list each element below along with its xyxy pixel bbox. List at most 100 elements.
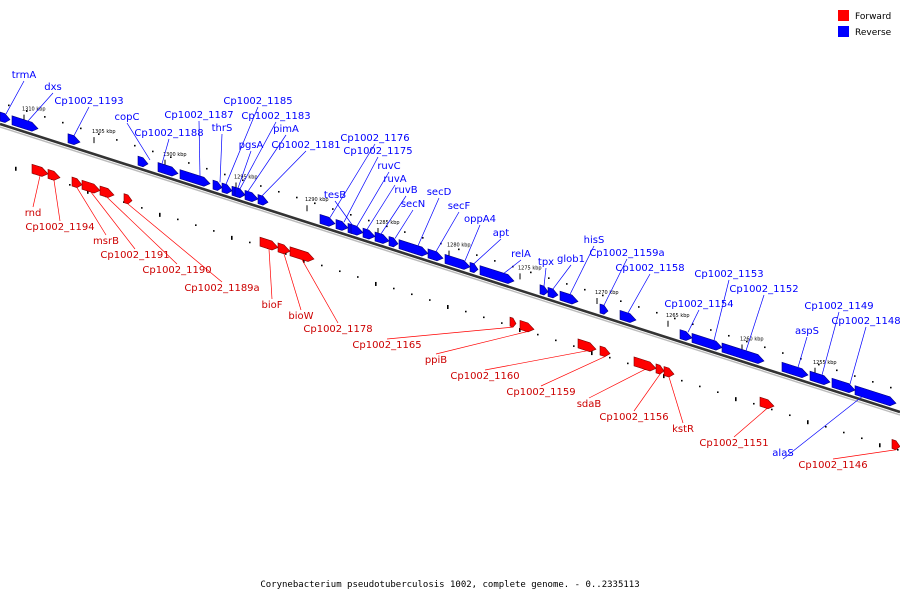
scale-tick-label: 1305 kbp [92, 129, 116, 135]
reverse-gene-leader [225, 106, 259, 185]
reverse-gene-label: pimA [273, 124, 299, 135]
reverse-gene-leader [161, 138, 170, 164]
track-dot-upper [890, 386, 892, 389]
gene-features [0, 111, 900, 451]
reverse-gene-arrow [374, 231, 390, 244]
forward-gene-label: kstR [672, 424, 694, 435]
track-dot-upper [98, 133, 100, 135]
track-dot-lower [429, 299, 431, 301]
reverse-gene-label: Cp1002_1149 [804, 301, 873, 312]
reverse-gene-leader [627, 273, 651, 314]
track-dot-upper [314, 202, 316, 205]
track-dot-lower [213, 230, 215, 232]
forward-gene-arrow [509, 316, 517, 328]
reverse-gene-arrow [619, 309, 637, 323]
track-dot-lower [627, 362, 629, 365]
scale-tick-label: 1300 kbp [163, 152, 187, 158]
track-dot-upper [350, 214, 352, 216]
reverse-gene-label: ruvB [394, 185, 417, 196]
track-dot-upper [458, 248, 460, 251]
track-dot-upper [422, 237, 424, 239]
reverse-gene-label: hisS [584, 235, 605, 246]
track-dot-lower [411, 293, 413, 296]
track-dot-upper [386, 225, 388, 228]
track-dot-upper [188, 162, 190, 164]
track-dot-lower [141, 207, 143, 209]
forward-gene-label: msrB [93, 236, 119, 247]
forward-gene-leader [76, 187, 107, 236]
track-dot-lower [519, 328, 521, 333]
reverse-gene-arrow [137, 155, 149, 168]
reverse-gene-leader [713, 279, 730, 341]
reverse-gene-arrow [539, 284, 549, 296]
forward-gene-leader [32, 175, 41, 208]
reverse-gene-label: Cp1002_1158 [615, 263, 684, 274]
reverse-gene-label: aspS [795, 326, 819, 337]
reverse-gene-label: glob1 [557, 254, 585, 265]
reverse-gene-label: secD [427, 187, 452, 198]
scale-tick-label: 1280 kbp [447, 243, 471, 249]
forward-gene-leader [540, 356, 606, 387]
scale-tick-label: 1270 kbp [595, 290, 619, 296]
scale-tick-label: 1275 kbp [518, 265, 542, 271]
reverse-gene-leader [849, 326, 867, 385]
track-dot-upper [764, 346, 766, 349]
forward-gene-label: bioW [288, 311, 313, 322]
track-dot-upper [368, 219, 370, 222]
track-dot-upper [872, 381, 874, 383]
track-dot-upper [26, 110, 28, 112]
forward-gene-leader [90, 191, 136, 250]
track-dot-lower [771, 408, 773, 411]
forward-gene-leader [733, 408, 768, 438]
reverse-gene-label: ruvA [383, 174, 406, 185]
scale-tick-label: 1255 kbp [813, 360, 837, 366]
reverse-gene-leader [73, 106, 90, 136]
track-dot-lower [447, 305, 449, 309]
track-dot-upper [206, 167, 208, 170]
reverse-gene-label: oppA4 [464, 214, 496, 225]
track-dot-lower [465, 310, 467, 313]
reverse-gene-leader [435, 211, 460, 252]
reverse-gene-label: tesB [324, 190, 346, 201]
reverse-gene-arrow [257, 194, 269, 206]
track-dot-upper [476, 254, 478, 256]
reverse-gene-leader [261, 150, 307, 197]
reverse-gene-leader [797, 336, 808, 368]
reverse-gene-label: tpx [538, 257, 554, 268]
reverse-gene-label: Cp1002_1176 [340, 133, 409, 144]
reverse-gene-arrow [679, 329, 693, 341]
track-dot-lower [87, 189, 89, 194]
reverse-gene-leader [356, 171, 390, 227]
forward-gene-arrow [663, 366, 675, 378]
legend-forward-label: Forward [855, 12, 891, 22]
forward-gene-arrow [47, 168, 61, 181]
backbone-shadow [0, 126, 900, 416]
forward-gene-arrow [99, 185, 115, 198]
backbone [0, 122, 900, 416]
reverse-gene-arrow [479, 265, 515, 284]
track-dot-upper [44, 116, 46, 118]
reverse-gene-label: Cp1002_1181 [271, 140, 340, 151]
reverse-gene-arrow [221, 182, 233, 194]
reverse-gene-arrow [350, 223, 364, 236]
reverse-gene-arrow [212, 179, 223, 191]
track-dot-upper [152, 150, 154, 153]
track-dot-upper [710, 329, 712, 331]
forward-gene-arrow [31, 163, 49, 177]
reverse-gene-label: Cp1002_1154 [664, 299, 733, 310]
reverse-gene-label: Cp1002_1152 [729, 284, 798, 295]
forward-gene-arrow [289, 246, 315, 262]
reverse-gene-leader [782, 390, 871, 460]
track-dot-lower [303, 258, 305, 263]
reverse-gene-label: apt [493, 228, 509, 239]
reverse-gene-label: Cp1002_1187 [164, 110, 233, 121]
genome-caption: Corynebacterium pseudotuberculosis 1002,… [260, 580, 639, 590]
forward-gene-arrow [655, 363, 665, 375]
track-dot-lower [69, 184, 71, 186]
track-dot-upper [80, 127, 82, 130]
forward-gene-label: Cp1002_1191 [100, 250, 169, 261]
legend-reverse-label: Reverse [855, 28, 892, 38]
reverse-gene-label: Cp1002_1188 [134, 128, 203, 139]
forward-gene-label: Cp1002_1156 [599, 412, 668, 423]
forward-gene-label: sdaB [577, 399, 602, 410]
